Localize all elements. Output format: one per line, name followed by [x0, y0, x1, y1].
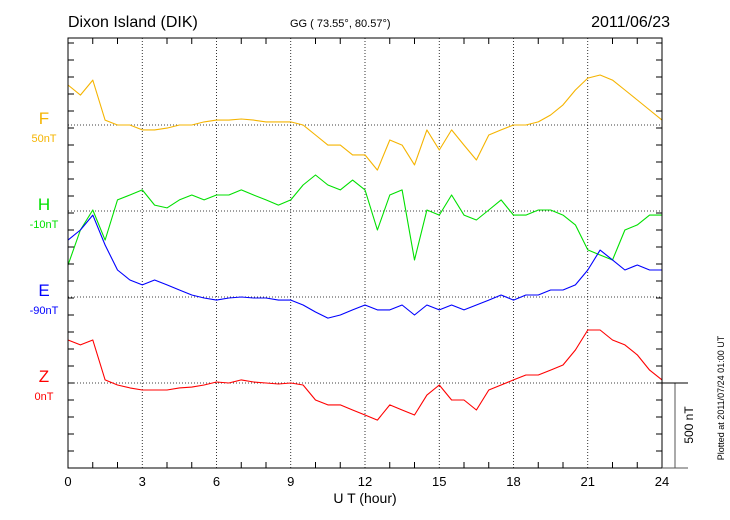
scale-bar-label: 500 nT	[682, 406, 696, 444]
plot-frame	[67, 37, 663, 469]
x-tick-labels: 0 3 6 9 12 15 18 21 24	[64, 474, 669, 489]
chart-date: 2011/06/23	[591, 14, 670, 31]
series-line-z	[67, 329, 663, 421]
x-tick-label: 0	[64, 474, 71, 489]
x-tick-label: 12	[358, 474, 372, 489]
series-baseline-e: -90nT	[30, 305, 59, 317]
grid-lines	[68, 38, 662, 468]
series-name-e: E	[38, 281, 49, 300]
series-labels: F 50nT H -10nT E -90nT Z 0nT	[30, 109, 59, 403]
series-lines	[67, 74, 663, 421]
axis-ticks	[68, 38, 662, 469]
series-name-z: Z	[39, 367, 49, 386]
series-line-e	[67, 214, 662, 319]
x-tick-label: 15	[432, 474, 446, 489]
x-tick-label: 6	[213, 474, 220, 489]
plotted-at-note: Plotted at 2011/07/24 01:00 UT	[716, 335, 726, 460]
x-tick-label: 21	[581, 474, 595, 489]
x-tick-label: 9	[287, 474, 294, 489]
series-baseline-z: 0nT	[35, 391, 54, 403]
series-baseline-f: 50nT	[31, 133, 56, 145]
series-name-h: H	[38, 195, 50, 214]
x-axis-label: U T (hour)	[333, 490, 396, 506]
x-tick-label: 24	[655, 474, 669, 489]
series-name-f: F	[39, 109, 49, 128]
series-line-f	[67, 74, 663, 171]
series-line-h	[67, 174, 662, 266]
series-baseline-h: -10nT	[30, 219, 59, 231]
station-coords: GG ( 73.55°, 80.57°)	[290, 18, 391, 30]
x-tick-label: 18	[506, 474, 520, 489]
x-tick-label: 3	[139, 474, 146, 489]
station-title: Dixon Island (DIK)	[68, 14, 198, 31]
